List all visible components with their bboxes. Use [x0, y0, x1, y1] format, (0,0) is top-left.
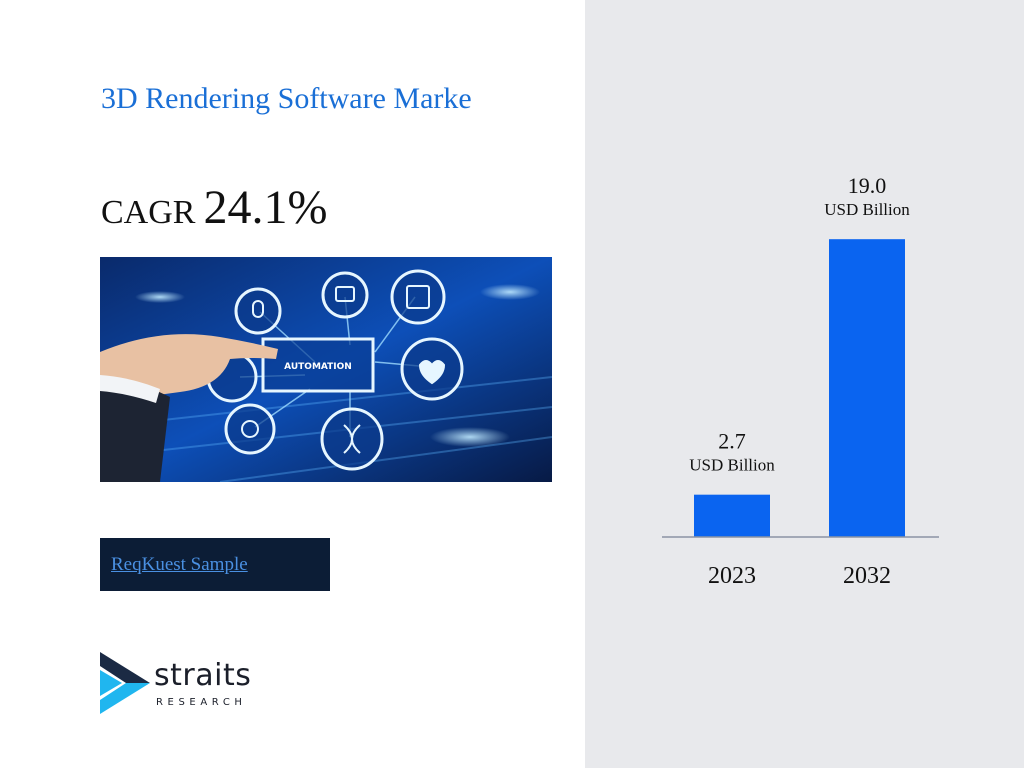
category-label-2032: 2032 [843, 563, 891, 589]
logo-wordmark: straits [154, 658, 252, 693]
unit-label-2032: USD Billion [824, 200, 910, 219]
cagr-value: 24.1% [203, 181, 328, 234]
value-label-2023: 2.7 [718, 429, 746, 454]
automation-hero-image: AUTOMATION [100, 257, 552, 482]
straits-research-logo: straits RESEARCH [100, 652, 270, 714]
bar-2032 [829, 239, 905, 538]
automation-illustration: AUTOMATION [100, 257, 552, 482]
category-label-2023: 2023 [708, 563, 756, 589]
automation-label: AUTOMATION [284, 362, 352, 372]
bar-2023 [694, 494, 770, 537]
request-sample-link[interactable]: ReqKuest Sample [111, 554, 248, 575]
straits-logo-icon [100, 652, 150, 714]
logo-subword: RESEARCH [156, 697, 247, 708]
market-bar-chart: 2.7 USD Billion 2023 19.0 USD Billion 2032 [662, 173, 939, 589]
cagr-label: CAGR [101, 194, 196, 231]
page-title: 3D Rendering Software Marke [101, 82, 472, 115]
request-sample-button[interactable]: ReqKuest Sample [100, 538, 330, 591]
right-panel [585, 0, 1024, 768]
bar-group: 2.7 USD Billion 2023 19.0 USD Billion 2032 [689, 173, 910, 589]
value-label-2032: 19.0 [848, 173, 887, 198]
cagr-stat: CAGR 24.1% [101, 180, 327, 235]
unit-label-2023: USD Billion [689, 456, 775, 475]
